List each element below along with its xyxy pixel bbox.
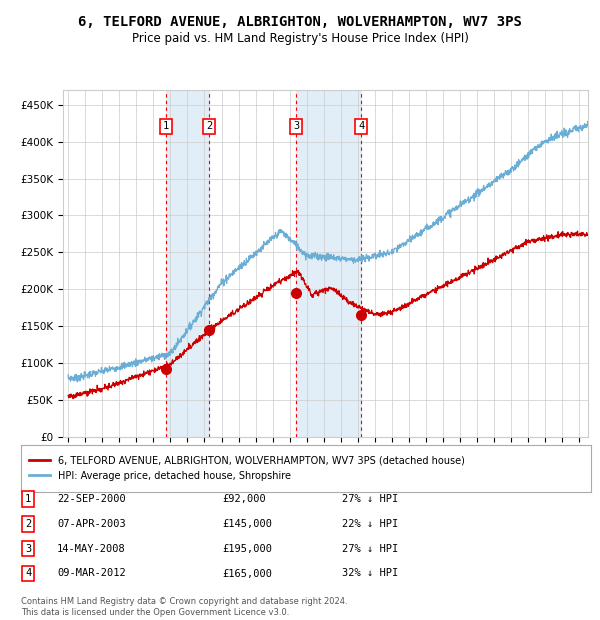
Legend: 6, TELFORD AVENUE, ALBRIGHTON, WOLVERHAMPTON, WV7 3PS (detached house), HPI: Ave: 6, TELFORD AVENUE, ALBRIGHTON, WOLVERHAM… (25, 452, 469, 485)
Text: 3: 3 (293, 122, 299, 131)
Bar (296, 90, 361, 437)
Text: 32% ↓ HPI: 32% ↓ HPI (342, 569, 398, 578)
Text: Price paid vs. HM Land Registry's House Price Index (HPI): Price paid vs. HM Land Registry's House … (131, 32, 469, 45)
Text: 27% ↓ HPI: 27% ↓ HPI (342, 494, 398, 504)
Text: 22-SEP-2000: 22-SEP-2000 (57, 494, 126, 504)
Text: 1: 1 (163, 122, 169, 131)
Text: 2: 2 (25, 519, 31, 529)
Text: 27% ↓ HPI: 27% ↓ HPI (342, 544, 398, 554)
Text: Contains HM Land Registry data © Crown copyright and database right 2024.
This d: Contains HM Land Registry data © Crown c… (21, 598, 347, 617)
Text: 22% ↓ HPI: 22% ↓ HPI (342, 519, 398, 529)
Text: 09-MAR-2012: 09-MAR-2012 (57, 569, 126, 578)
Text: 4: 4 (25, 569, 31, 578)
Text: 3: 3 (25, 544, 31, 554)
Text: £195,000: £195,000 (222, 544, 272, 554)
Text: £92,000: £92,000 (222, 494, 266, 504)
Text: 07-APR-2003: 07-APR-2003 (57, 519, 126, 529)
Text: 2: 2 (206, 122, 212, 131)
Bar (166, 90, 209, 437)
Text: 14-MAY-2008: 14-MAY-2008 (57, 544, 126, 554)
Text: 1: 1 (25, 494, 31, 504)
Text: £145,000: £145,000 (222, 519, 272, 529)
Text: 6, TELFORD AVENUE, ALBRIGHTON, WOLVERHAMPTON, WV7 3PS: 6, TELFORD AVENUE, ALBRIGHTON, WOLVERHAM… (78, 16, 522, 30)
Text: 4: 4 (358, 122, 364, 131)
Text: £165,000: £165,000 (222, 569, 272, 578)
